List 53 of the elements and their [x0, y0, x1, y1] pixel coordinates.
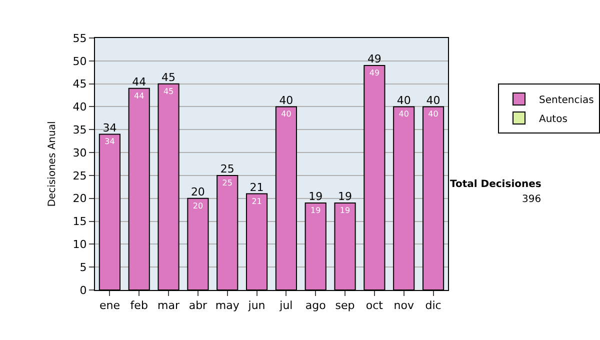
legend-label: Sentencias	[539, 94, 594, 106]
total-label: 40	[396, 94, 411, 107]
data-label: 19	[340, 206, 350, 215]
text: Total Decisiones	[450, 179, 542, 190]
total-label: 21	[250, 181, 264, 194]
y-tick-label: 20	[72, 192, 87, 206]
y-axis-title: Decisiones Anual	[46, 121, 58, 207]
y-tick-label: 10	[72, 238, 87, 252]
y-tick-label: 5	[80, 260, 87, 274]
total-label: 34	[102, 121, 117, 134]
y-tick-label: 0	[80, 284, 87, 297]
x-tick-label: jun	[247, 299, 266, 312]
x-tick-label: ene	[99, 299, 120, 312]
y-tick-label: 30	[72, 146, 87, 160]
data-label: 34	[104, 137, 115, 146]
x-tick-label: feb	[130, 299, 148, 312]
x-tick-label: oct	[366, 299, 384, 312]
legend-label: Autos	[539, 114, 568, 125]
x-tick-label: dic	[425, 299, 442, 312]
data-label: 20	[192, 201, 204, 210]
y-tick-label: 25	[72, 169, 87, 182]
y-tick-label: 15	[72, 215, 87, 228]
total-label: 49	[367, 52, 382, 66]
total-label: 20	[190, 186, 205, 199]
data-label: 40	[398, 110, 409, 119]
y-tick-label: 45	[72, 78, 87, 91]
data-label: 49	[369, 68, 380, 78]
y-tick-label: 40	[72, 100, 87, 114]
data-label: 44	[134, 91, 144, 100]
data-label: 21	[252, 196, 262, 206]
total-label: 45	[162, 71, 176, 84]
y-tick-label: 50	[72, 54, 87, 68]
x-tick-label: nov	[394, 299, 414, 312]
total-label: 44	[132, 76, 146, 89]
x-tick-label: mar	[158, 299, 180, 312]
total-label: 19	[308, 190, 323, 204]
x-tick-label: ago	[305, 299, 326, 312]
y-tick-label: 35	[72, 123, 87, 136]
data-label: 19	[310, 206, 321, 215]
total-label: 40	[279, 94, 294, 107]
text: 396	[522, 194, 542, 205]
total-label: 19	[338, 190, 352, 204]
total-label: 25	[220, 162, 234, 176]
x-tick-label: sep	[335, 299, 355, 312]
data-label: 40	[428, 110, 438, 119]
x-tick-label: abr	[188, 299, 208, 312]
total-label: 40	[426, 94, 440, 107]
x-tick-label: may	[215, 299, 240, 312]
data-label: 45	[163, 86, 174, 96]
data-label: 25	[222, 178, 232, 188]
data-label: 40	[281, 110, 292, 119]
x-tick-label: jul	[278, 299, 293, 312]
y-tick-label: 55	[72, 32, 87, 45]
